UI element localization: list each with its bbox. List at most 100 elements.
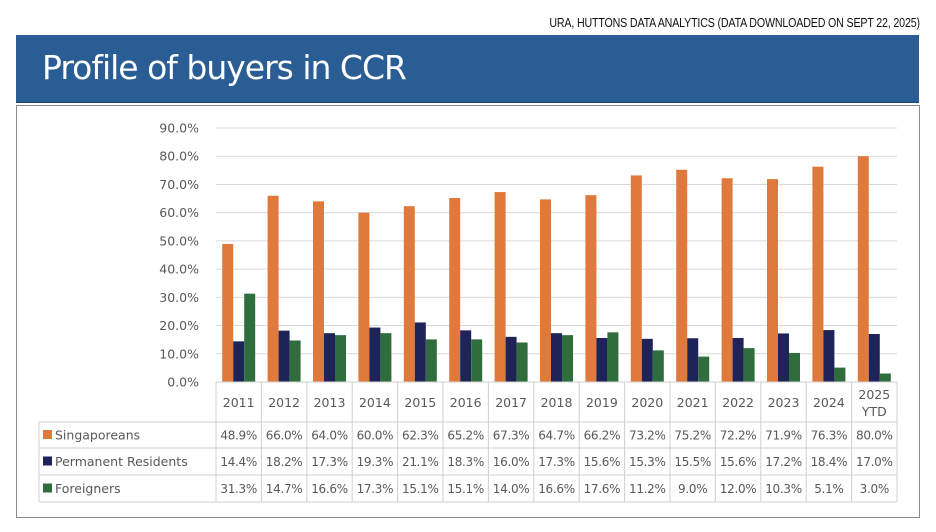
data-label: 64.7% — [538, 429, 575, 443]
x-tick-label: 2019 — [586, 395, 618, 410]
data-label: 14.7% — [266, 482, 303, 496]
bar-singaporeans — [630, 175, 642, 382]
data-label: 11.2% — [629, 482, 666, 496]
bar-permanent-residents — [778, 333, 789, 382]
bar-foreigners — [289, 340, 301, 382]
data-label: 48.9% — [220, 429, 257, 443]
bar-singaporeans — [585, 195, 597, 382]
data-label: 19.3% — [357, 455, 394, 469]
bar-singaporeans — [267, 195, 279, 382]
data-label: 15.3% — [629, 455, 666, 469]
bar-foreigners — [607, 332, 619, 382]
data-label: 67.3% — [493, 429, 530, 443]
bar-foreigners — [516, 342, 528, 382]
bar-permanent-residents — [324, 333, 335, 382]
data-label: 64.0% — [311, 429, 348, 443]
x-tick-label: 2014 — [359, 395, 391, 410]
bar-permanent-residents — [414, 322, 426, 382]
bar-foreigners — [698, 356, 710, 382]
chart-frame: 90.0% 80.0% 70.0% 60.0% 50.0% 40.0% 30.0% 20.0%… — [16, 105, 920, 518]
bar-foreigners — [425, 339, 437, 382]
data-label: 17.3% — [357, 482, 394, 496]
data-label: 15.6% — [720, 455, 757, 469]
bar-permanent-residents — [641, 338, 653, 382]
bar-foreigners — [562, 335, 573, 382]
data-label: 80.0% — [856, 429, 893, 443]
data-label: 15.1% — [402, 482, 439, 496]
data-label: 76.3% — [811, 429, 848, 443]
data-label: 62.3% — [402, 429, 439, 443]
data-label: 60.0% — [357, 429, 394, 443]
bar-singaporeans — [403, 206, 415, 382]
bar-permanent-residents — [732, 337, 744, 382]
bar-foreigners — [244, 293, 256, 382]
data-label: 16.6% — [311, 482, 348, 496]
bar-permanent-residents — [823, 330, 835, 382]
bar-singaporeans — [812, 166, 824, 382]
bar-permanent-residents — [460, 330, 472, 382]
bar-permanent-residents — [596, 337, 608, 382]
x-tick-label: 2025 — [858, 387, 890, 402]
x-tick-label: 2018 — [541, 395, 573, 410]
x-tick-label: 2015 — [404, 395, 436, 410]
data-label: 18.3% — [447, 455, 484, 469]
bar-foreigners — [834, 367, 846, 382]
bar-permanent-residents — [505, 336, 517, 382]
data-label: 18.4% — [811, 455, 848, 469]
data-label: 66.0% — [266, 429, 303, 443]
data-label: 66.2% — [584, 429, 621, 443]
data-label: 12.0% — [720, 482, 757, 496]
data-label: 71.9% — [765, 429, 802, 443]
data-label: 21.1% — [402, 455, 439, 469]
data-label: 14.0% — [493, 482, 530, 496]
data-label: 18.2% — [266, 455, 303, 469]
bar-singaporeans — [767, 179, 778, 382]
bar-singaporeans — [222, 243, 234, 382]
data-label: 15.6% — [584, 455, 621, 469]
y-tick-label: 70.0% — [159, 177, 199, 192]
x-tick-label: 2011 — [223, 395, 255, 410]
data-label: 31.3% — [220, 482, 257, 496]
bar-permanent-residents — [369, 327, 381, 382]
legend-label: Foreigners — [55, 481, 121, 496]
bar-singaporeans — [449, 197, 461, 382]
x-tick-label: 2023 — [768, 395, 800, 410]
bar-foreigners — [335, 335, 346, 382]
x-tick-label: 2013 — [314, 395, 346, 410]
x-tick-label: 2024 — [813, 395, 845, 410]
x-tick-label: 2020 — [631, 395, 663, 410]
legend-label: Singaporeans — [55, 428, 140, 443]
legend-swatch — [43, 483, 52, 493]
x-tick-label: 2022 — [722, 395, 754, 410]
bar-singaporeans — [721, 178, 733, 382]
y-tick-label: 30.0% — [159, 290, 199, 305]
page-title: Profile of buyers in CCR — [42, 48, 407, 87]
bar-singaporeans — [676, 169, 688, 382]
legend-swatch — [43, 456, 52, 466]
data-label: 9.0% — [678, 482, 707, 496]
bar-permanent-residents — [687, 338, 699, 382]
data-label: 14.4% — [220, 455, 257, 469]
bar-foreigners — [471, 339, 483, 382]
bar-foreigners — [789, 352, 800, 382]
data-label: 17.3% — [311, 455, 348, 469]
y-tick-label: 80.0% — [159, 149, 199, 164]
data-label: 17.3% — [538, 455, 575, 469]
x-tick-label: 2017 — [495, 395, 527, 410]
data-label: 15.5% — [674, 455, 711, 469]
bar-foreigners — [743, 348, 755, 382]
y-tick-label: 10.0% — [159, 346, 199, 361]
data-label: 15.1% — [447, 482, 484, 496]
bar-foreigners — [380, 333, 392, 382]
data-label: 17.0% — [856, 455, 893, 469]
y-tick-label: 20.0% — [159, 318, 199, 333]
y-tick-label: 0.0% — [167, 375, 199, 390]
data-label: 16.6% — [538, 482, 575, 496]
data-label: 3.0% — [860, 482, 889, 496]
data-label: 72.2% — [720, 429, 757, 443]
legend-swatch — [43, 430, 52, 439]
bar-singaporeans — [313, 201, 324, 382]
bar-singaporeans — [540, 199, 551, 382]
data-label: 5.1% — [814, 482, 843, 496]
data-label: 17.2% — [765, 455, 802, 469]
